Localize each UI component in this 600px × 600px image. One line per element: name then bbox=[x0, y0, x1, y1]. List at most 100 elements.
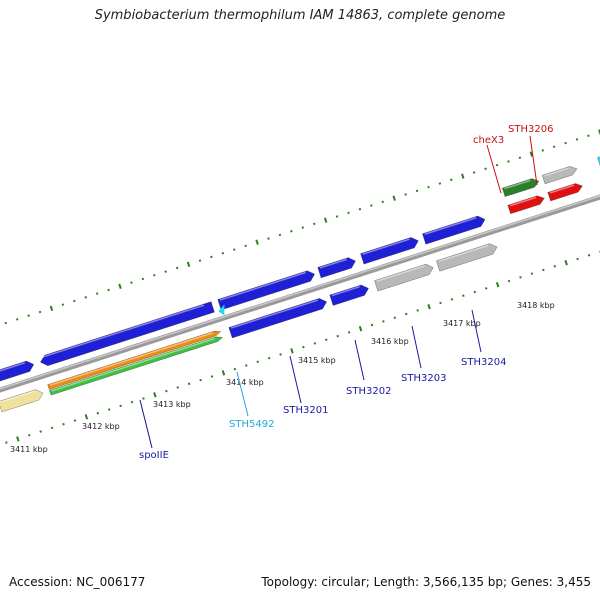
scale-tick bbox=[347, 331, 351, 334]
gene-label-leader bbox=[411, 325, 422, 369]
feature-cds bbox=[0, 360, 35, 382]
scale-tick bbox=[462, 294, 465, 297]
feature-cds-shine bbox=[319, 258, 347, 269]
scale-tick bbox=[529, 151, 534, 157]
gene-label-leader bbox=[139, 399, 153, 449]
feature-cds-shine bbox=[376, 265, 425, 282]
scale-label: 3416 kbp bbox=[371, 337, 409, 346]
feature-cds-shine bbox=[362, 238, 410, 255]
feature-cds-shine bbox=[424, 217, 477, 235]
gene-features bbox=[0, 156, 600, 413]
scale-tick bbox=[519, 276, 522, 279]
scale-tick bbox=[62, 422, 65, 426]
gene-label-cheX3: cheX3 bbox=[473, 135, 504, 146]
scale-tick bbox=[84, 296, 88, 299]
feature-cds bbox=[547, 183, 583, 202]
scale-tick bbox=[255, 239, 259, 245]
scale-tick bbox=[564, 259, 568, 266]
scale-tick bbox=[119, 404, 122, 408]
feature-cds bbox=[47, 330, 222, 390]
scale-tick bbox=[381, 200, 385, 204]
scale-tick bbox=[312, 222, 316, 226]
scale-tick bbox=[176, 386, 180, 389]
feature-cds-shine bbox=[0, 390, 35, 403]
scale-tick bbox=[245, 364, 248, 367]
scale-tick bbox=[439, 301, 442, 305]
feature-cds bbox=[360, 237, 419, 265]
scale-label: 3417 kbp bbox=[443, 319, 481, 328]
scale-tick bbox=[233, 248, 236, 251]
scale-tick bbox=[472, 171, 476, 174]
scale-tick bbox=[461, 173, 465, 179]
scale-tick bbox=[15, 318, 19, 321]
scale-tick bbox=[107, 288, 110, 292]
scale-tick bbox=[553, 265, 557, 268]
feature-cds bbox=[228, 298, 327, 339]
scale-tick bbox=[210, 375, 214, 378]
scale-tick bbox=[484, 167, 487, 171]
scale-tick bbox=[302, 345, 305, 349]
gene-labels: spoIIE STH5492 STH3201 STH3202 STH3203 STH320… bbox=[139, 124, 553, 461]
gene-label-leader bbox=[471, 309, 482, 353]
gene-label-STH3206: STH3206 bbox=[508, 124, 553, 135]
map-title: Symbiobacterium thermophilum IAM 14863, … bbox=[94, 8, 506, 23]
scale-tick bbox=[50, 426, 54, 430]
scale-tick bbox=[5, 441, 8, 444]
scale-tick bbox=[495, 163, 499, 167]
scale-tick bbox=[495, 281, 500, 288]
scale-tick bbox=[438, 182, 442, 185]
scale-label: 3411 kbp bbox=[10, 445, 48, 454]
scale-tick bbox=[358, 207, 362, 211]
accession-text: Accession: NC_006177 bbox=[9, 575, 146, 589]
feature-cds-shine bbox=[438, 244, 489, 263]
scale-tick bbox=[301, 226, 305, 229]
scale-tick bbox=[313, 342, 317, 345]
scale-tick bbox=[221, 251, 225, 255]
feature-spoIIE-gene bbox=[40, 301, 215, 366]
scale-tick bbox=[221, 370, 226, 376]
gene-label-STH3204: STH3204 bbox=[461, 357, 506, 368]
scale-tick bbox=[404, 312, 408, 316]
scale-labels: 3411 kbp 3412 kbp 3413 kbp 3414 kbp 3415 kbp… bbox=[10, 301, 555, 454]
scale-tick bbox=[118, 283, 122, 289]
scale-label: 3414 kbp bbox=[226, 378, 264, 387]
scale-tick bbox=[27, 433, 31, 437]
scale-tick bbox=[358, 326, 363, 332]
scale-tick bbox=[382, 320, 385, 323]
feature-spoIIE-gene-shine bbox=[40, 304, 205, 359]
scale-tick bbox=[39, 430, 42, 433]
feature-cds bbox=[329, 284, 369, 306]
scale-tick bbox=[256, 360, 259, 364]
scale-tick bbox=[278, 233, 282, 237]
scale-tick bbox=[290, 348, 294, 354]
scale-label: 3415 kbp bbox=[298, 356, 336, 365]
scale-tick bbox=[370, 323, 374, 327]
scale-tick bbox=[73, 299, 76, 303]
scale-tick bbox=[552, 145, 556, 149]
scale-tick bbox=[84, 414, 89, 420]
gene-label-STH3203: STH3203 bbox=[401, 373, 446, 384]
scale-tick bbox=[541, 149, 544, 152]
scale-tick bbox=[450, 178, 453, 182]
feature-cds bbox=[422, 215, 486, 245]
feature-cds bbox=[317, 257, 356, 279]
scale-tick bbox=[542, 268, 545, 272]
scale-tick bbox=[107, 408, 111, 411]
scale-tick bbox=[392, 195, 396, 201]
scale-tick bbox=[507, 160, 510, 163]
scale-label: 3413 kbp bbox=[153, 400, 191, 409]
gene-label-leader bbox=[486, 144, 502, 194]
scale-tick bbox=[393, 316, 397, 319]
feature-cds bbox=[507, 195, 545, 215]
gene-label-leader bbox=[354, 339, 365, 381]
scale-tick bbox=[198, 259, 202, 262]
scale-tick bbox=[323, 217, 328, 223]
scale-tick bbox=[575, 138, 579, 141]
backbone-highlight bbox=[0, 195, 600, 390]
feature-cds-shine bbox=[509, 196, 537, 207]
scale-tick bbox=[370, 204, 373, 207]
scale-tick bbox=[530, 272, 534, 275]
scale-tick bbox=[165, 389, 168, 393]
scale-tick bbox=[175, 266, 179, 270]
